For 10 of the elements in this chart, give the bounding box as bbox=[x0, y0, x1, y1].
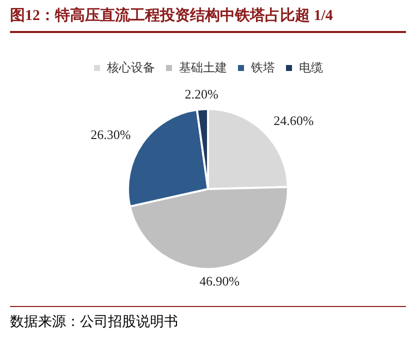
source-note: 数据来源：公司招股说明书 bbox=[10, 306, 406, 331]
data-label: 24.60% bbox=[274, 113, 314, 128]
legend-label: 电缆 bbox=[299, 60, 323, 74]
data-label: 2.20% bbox=[184, 86, 218, 102]
legend-label: 铁塔 bbox=[250, 60, 275, 74]
chart-title: 图12：特高压直流工程投资结构中铁塔占比超 1/4 bbox=[10, 6, 406, 33]
data-label: 46.90% bbox=[199, 274, 240, 289]
legend-label: 基础土建 bbox=[179, 60, 227, 74]
data-label: 26.30% bbox=[90, 126, 131, 142]
legend-label: 核心设备 bbox=[106, 60, 155, 74]
